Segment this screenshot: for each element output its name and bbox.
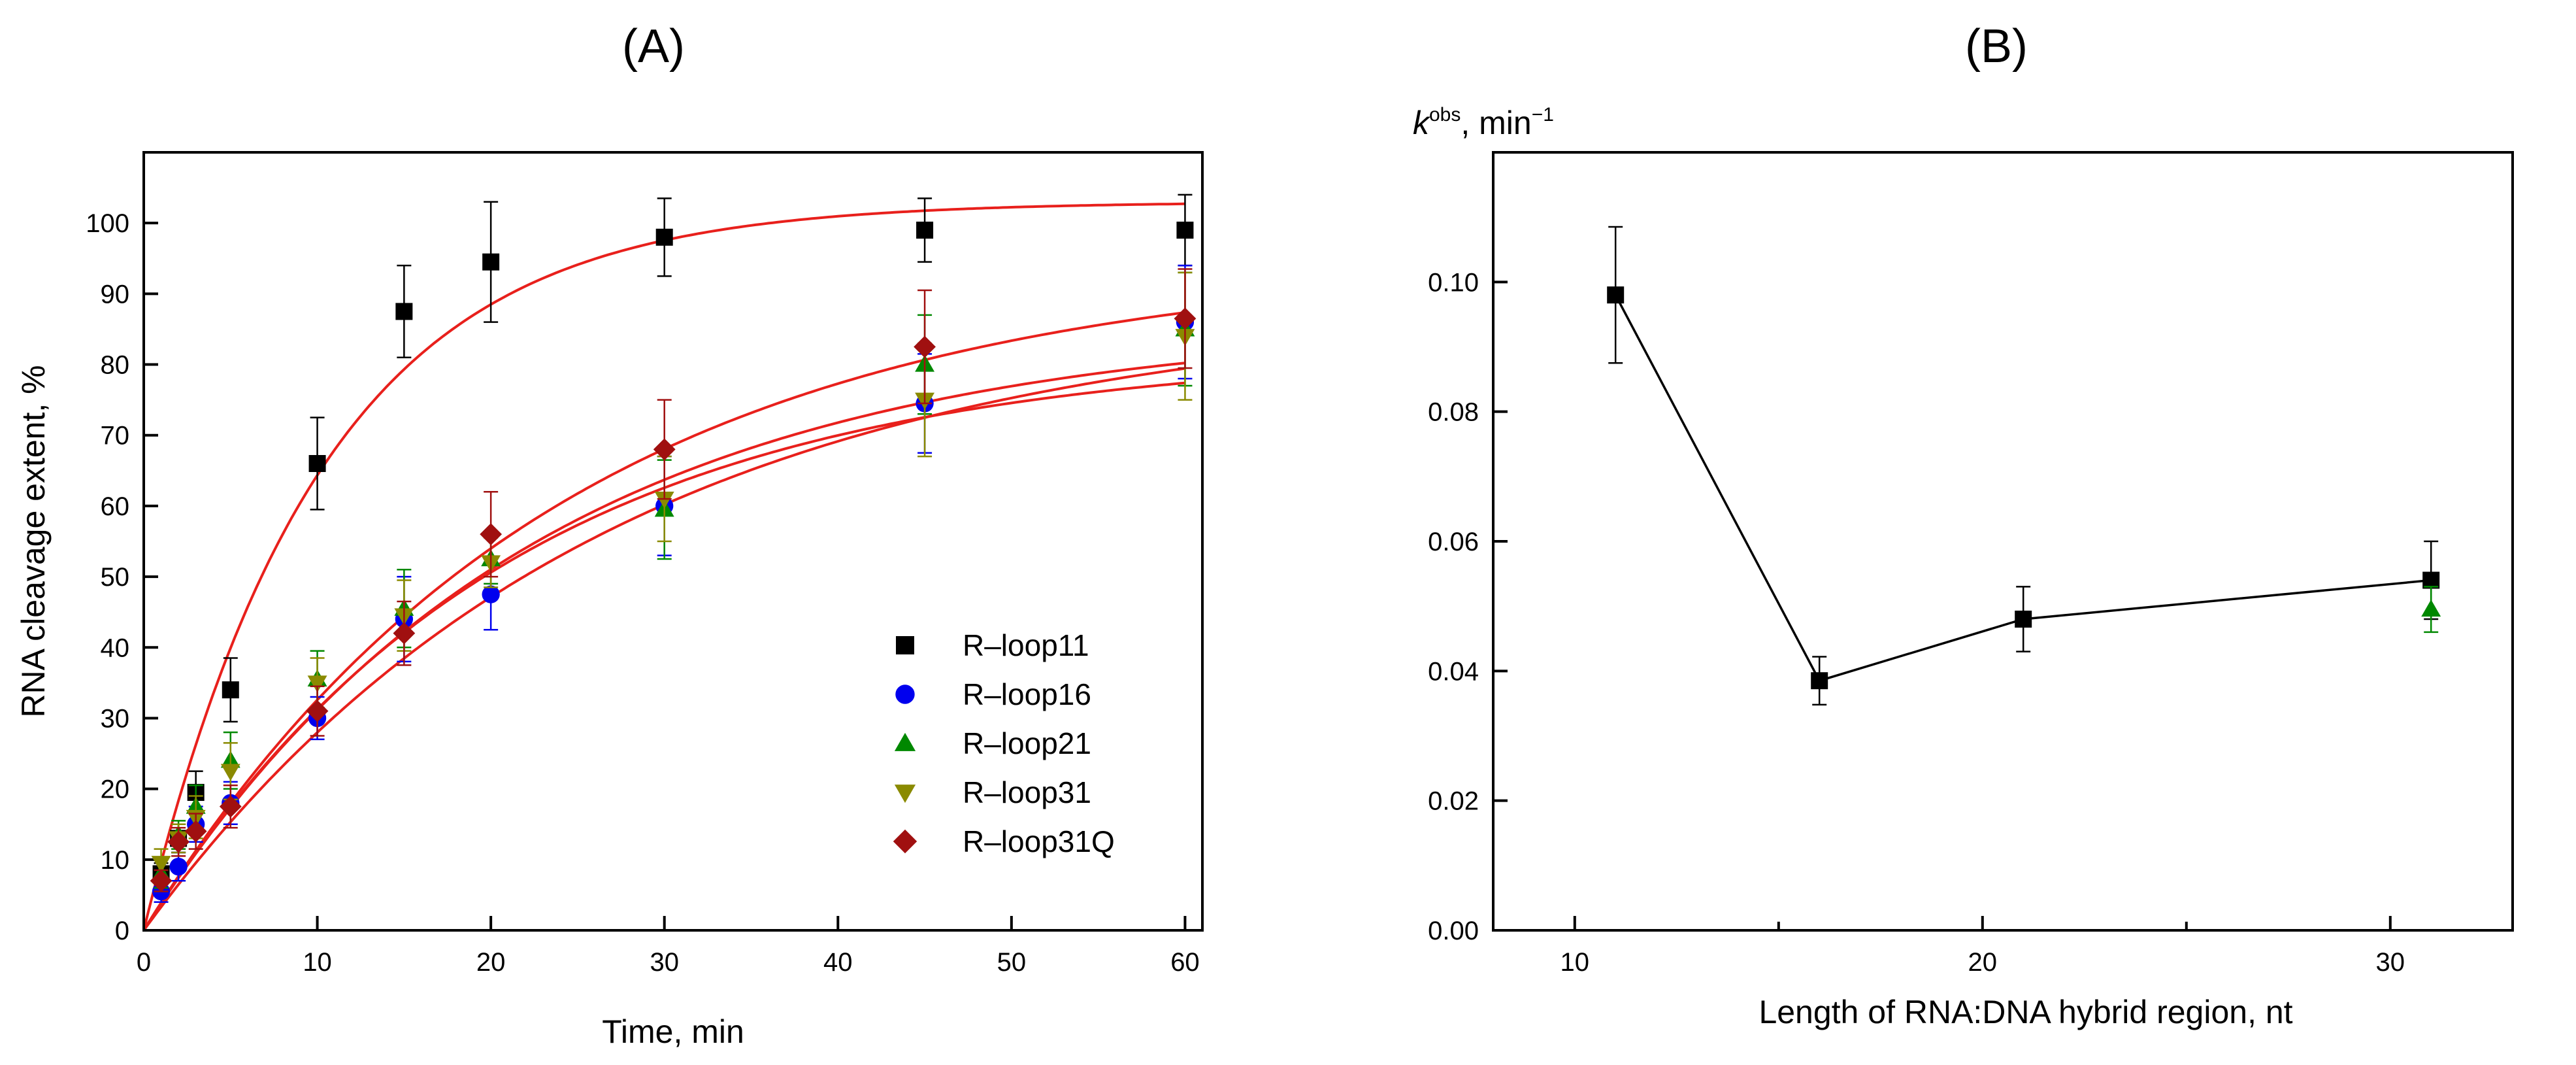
data-point-r-loop11: [1176, 222, 1194, 239]
panel-b-y-axis-title: kobs, min−1: [1413, 104, 1554, 141]
data-point-r-loop31q: [184, 820, 207, 843]
panel-b-y-tick-label: 0.02: [1428, 787, 1479, 816]
data-point-r-loop31q: [653, 438, 676, 461]
panel-b-label: (B): [1965, 20, 2028, 73]
panel-a-y-tick-label: 20: [101, 775, 130, 804]
panel-b-plot-frame: [1492, 151, 2514, 932]
legend-label-r-loop21: R–loop21: [963, 726, 1091, 760]
panel-b-data-points: [1607, 226, 2441, 706]
data-point-r-loop31: [654, 492, 674, 509]
legend-label-r-loop16: R–loop16: [963, 677, 1091, 711]
kobs-connecting-line: [1614, 294, 2432, 683]
data-point-r-loop31q: [306, 700, 329, 722]
fit-curve-r-loop11: [142, 202, 1185, 931]
panel-b-chart: (B) kobs, min−1 10 20 30 0.00 0.02 0.04 0.06 0.…: [1413, 20, 2514, 1030]
panel-b-y-tick-label: 0.00: [1428, 917, 1479, 945]
panel-a-y-tick-label: 100: [86, 209, 129, 238]
data-point-r-loop31q: [219, 795, 242, 818]
data-point-r-loop31q: [167, 830, 190, 853]
panel-b-y-tick-label: 0.10: [1428, 268, 1479, 297]
data-point-r-loop11: [916, 222, 934, 239]
data-point-r-loop31q: [914, 335, 936, 358]
legend-label-r-loop31: R–loop31: [963, 775, 1091, 809]
panel-a-x-tick-label: 20: [476, 948, 506, 977]
data-point-r-loop16: [169, 857, 188, 876]
panel-b-y-axis-units-sup: −1: [1532, 104, 1554, 126]
panel-a-chart: (A) 0 10 20 30 40 50 600102030405060708090100 …: [15, 20, 1204, 1050]
panel-a-axes: 0 10 20 30 40 50 60 0 10 20 30 40 50 60 70 80 90 100: [86, 209, 1199, 977]
panel-a-y-tick-label: 0: [115, 917, 129, 945]
panel-b-axes: 10 20 30 0.00 0.02 0.04 0.06 0.08 0.10: [1428, 268, 2405, 977]
data-point-r-loop31: [307, 675, 327, 693]
panel-a-fit-curves: [142, 202, 1185, 932]
panel-b-y-tick-label: 0.06: [1428, 528, 1479, 556]
panel-a-x-axis-title: Time, min: [602, 1013, 744, 1050]
data-point-r-loop11: [308, 455, 326, 472]
data-point-kobs: [2015, 611, 2032, 628]
legend-marker-r-loop21: [894, 732, 916, 751]
panel-a-label: (A): [622, 20, 685, 73]
panel-b-x-tick-label: 30: [2376, 948, 2405, 977]
legend-marker-r-loop31: [894, 785, 916, 803]
panel-a-y-tick-label: 80: [101, 351, 130, 380]
panel-a-data-points: [150, 194, 1197, 903]
panel-b-connecting-line: [1614, 294, 2432, 683]
panel-b-y-axis-k: k: [1413, 105, 1431, 141]
panel-b-x-axis-title: Length of RNA:DNA hybrid region, nt: [1759, 994, 2292, 1030]
panel-a-x-tick-label: 0: [137, 948, 151, 977]
legend-marker-r-loop16: [895, 685, 915, 704]
data-point-r-loop31q: [480, 523, 503, 546]
panel-a-y-tick-label: 10: [101, 846, 130, 875]
data-point-r-loop31: [151, 856, 171, 873]
panel-b-y-tick-label: 0.08: [1428, 398, 1479, 427]
series-kobs: [1607, 226, 2440, 706]
panel-a-y-tick-label: 60: [101, 492, 130, 521]
legend-label-r-loop31q: R–loop31Q: [963, 824, 1115, 858]
data-point-r-loop31q: [1174, 307, 1197, 330]
data-point-r-loop16: [482, 585, 500, 603]
data-point-r-loop31q: [393, 622, 416, 645]
panel-a-legend: R–loop11 R–loop16 R–loop21 R–loop31 R–loop31…: [893, 628, 1115, 858]
panel-a-y-tick-label: 90: [101, 280, 130, 309]
data-point-r-loop11: [395, 303, 413, 320]
panel-b-y-tick-label: 0.04: [1428, 657, 1479, 686]
panel-a-y-tick-label: 40: [101, 634, 130, 662]
panel-a-x-tick-label: 60: [1170, 948, 1200, 977]
panel-a-x-tick-label: 30: [650, 948, 679, 977]
data-point-r-loop11: [482, 253, 500, 271]
legend-marker-r-loop11: [896, 636, 914, 654]
panel-b-x-tick-label: 20: [1968, 948, 1998, 977]
data-point-r-loop11: [655, 228, 673, 246]
data-point-kobs-r-loop31: [2421, 600, 2441, 617]
data-point-r-loop11: [222, 681, 239, 699]
panel-a-y-tick-label: 30: [101, 704, 130, 733]
panel-a-x-tick-label: 50: [997, 948, 1027, 977]
data-point-r-loop31: [220, 764, 240, 781]
panel-b-x-tick-label: 10: [1560, 948, 1590, 977]
legend-label-r-loop11: R–loop11: [963, 628, 1089, 662]
data-point-kobs: [1607, 286, 1625, 304]
series-kobs-r-loop31: [2421, 586, 2441, 634]
panel-b-y-axis-units: , min: [1461, 105, 1531, 141]
panel-a-plot-frame: [142, 151, 1204, 932]
data-point-r-loop31q: [150, 870, 173, 892]
panel-a-x-tick-label: 10: [303, 948, 332, 977]
panel-a-y-tick-label: 50: [101, 563, 130, 592]
panel-a-x-tick-label: 40: [823, 948, 853, 977]
panel-a-y-axis-title: RNA cleavage extent, %: [15, 365, 52, 717]
series-r-loop31q: [150, 268, 1197, 892]
panel-b-y-axis-k-sup: obs: [1429, 104, 1461, 126]
legend-marker-r-loop31q: [893, 829, 917, 854]
panel-a-y-tick-label: 70: [101, 422, 130, 450]
data-point-kobs: [1811, 672, 1828, 690]
